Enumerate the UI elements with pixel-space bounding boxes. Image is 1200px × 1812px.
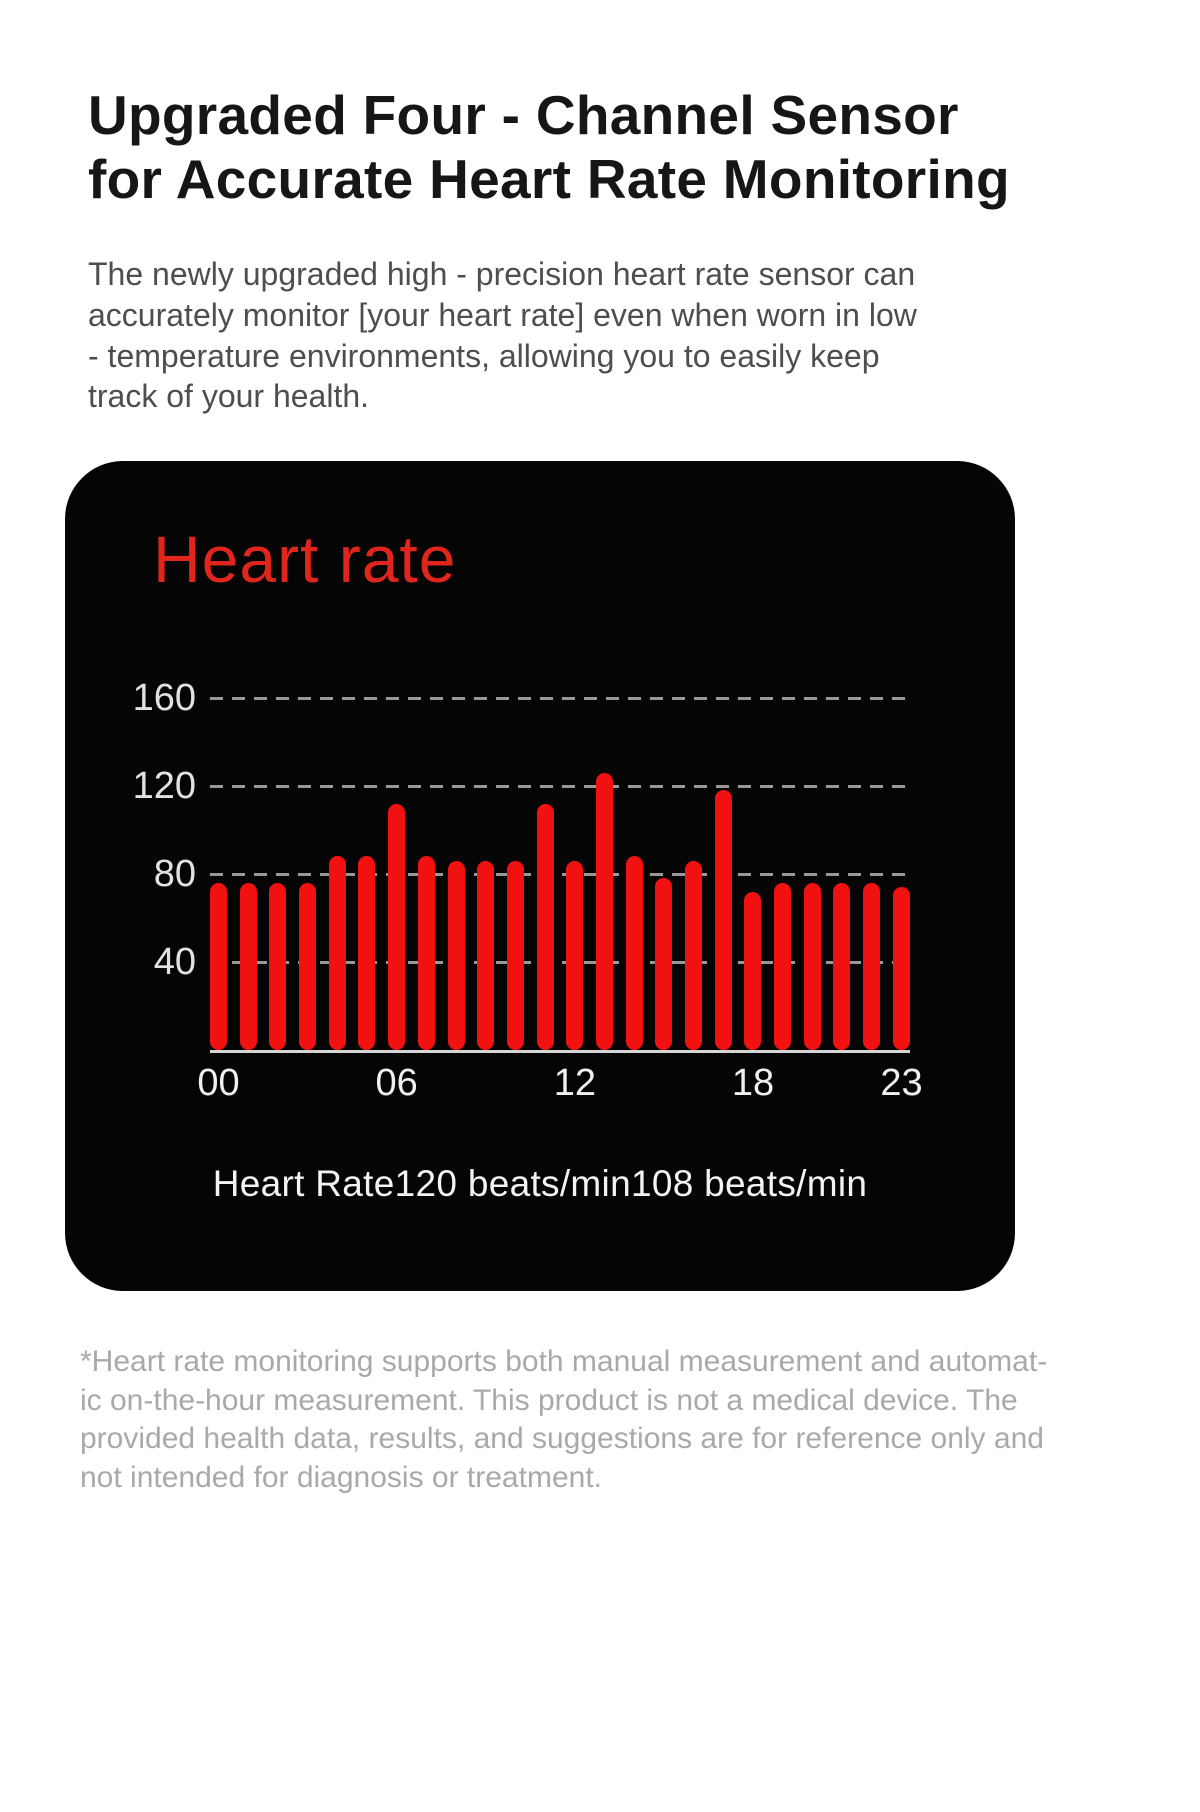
hr-bar	[447, 861, 465, 1051]
hr-bar	[833, 883, 851, 1051]
gridline	[210, 872, 910, 876]
heart-rate-chart: 40 80 120 160 00 06 12 18 23	[65, 661, 1015, 1113]
x-axis-label: 23	[880, 1062, 923, 1105]
y-axis-label: 120	[132, 765, 196, 808]
hr-bar	[714, 790, 732, 1051]
hr-bar	[269, 883, 287, 1051]
gridline	[210, 696, 910, 700]
hr-bar	[536, 804, 554, 1051]
hr-bar	[210, 883, 227, 1051]
y-axis-label: 160	[132, 677, 196, 720]
hr-bar	[595, 773, 613, 1051]
hr-bar	[388, 804, 406, 1051]
footnote: *Heart rate monitoring supports both man…	[80, 1345, 1048, 1494]
page-heading: Upgraded Four - Channel Sensor for Accur…	[88, 84, 1010, 210]
hr-bar	[803, 883, 821, 1051]
hr-bar	[685, 861, 702, 1051]
y-axis-label: 80	[153, 853, 196, 896]
hr-bar	[506, 861, 524, 1051]
device-screen-panel: Heart rate 40 80 120 160 00 06 12 18 23 Heart R…	[65, 461, 1015, 1292]
hr-bar	[477, 861, 495, 1051]
hr-plot	[210, 661, 910, 1054]
x-axis-label: 18	[731, 1062, 775, 1105]
hr-bar	[358, 856, 376, 1051]
product-page: Upgraded Four - Channel Sensor for Accur…	[0, 84, 1200, 1497]
hr-y-axis: 40 80 120 160	[65, 661, 210, 1053]
x-axis-line	[210, 1050, 910, 1054]
hr-bar	[863, 883, 881, 1051]
intro-paragraph: The newly upgraded high - precision hear…	[88, 255, 917, 415]
hr-bar	[744, 892, 762, 1051]
hr-bar	[417, 856, 435, 1051]
hr-bar	[655, 878, 673, 1051]
bar-group	[210, 773, 910, 1051]
hr-bar	[625, 856, 643, 1051]
hr-bar	[299, 883, 317, 1051]
chart-title: Heart rate	[153, 522, 457, 597]
y-axis-label: 40	[153, 941, 196, 984]
gridline	[210, 784, 910, 788]
chart-plot-row: 40 80 120 160	[65, 661, 1015, 1054]
x-axis-label: 00	[197, 1062, 240, 1105]
x-axis-label: 06	[375, 1062, 418, 1105]
x-axis-label: 12	[553, 1062, 596, 1105]
hr-bar	[239, 883, 257, 1051]
hr-x-axis: 00 06 12 18 23	[197, 1061, 922, 1113]
chart-caption: Heart Rate120 beats/min108 beats/min	[212, 1163, 868, 1205]
hr-bar	[328, 856, 346, 1051]
hr-bar	[774, 883, 792, 1051]
hr-bar	[892, 887, 910, 1051]
gridline	[210, 960, 910, 964]
hr-bar	[566, 861, 584, 1051]
